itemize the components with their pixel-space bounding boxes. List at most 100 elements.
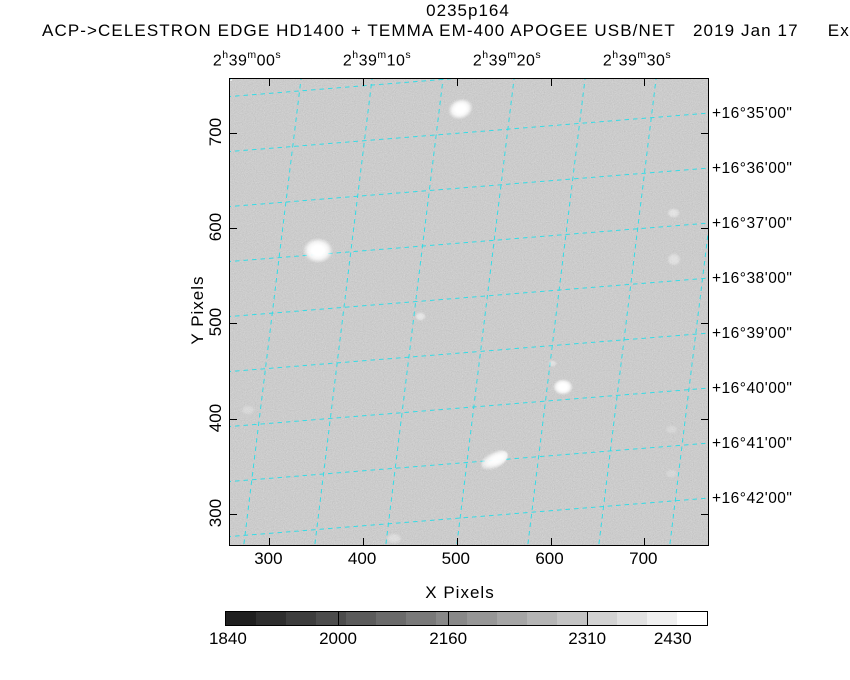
ra-unit: s [535, 49, 542, 61]
ra-value: 2 [472, 52, 483, 70]
ra-value: 2 [342, 52, 353, 70]
ra-value: 39 [618, 52, 638, 70]
colorbar-step [646, 612, 677, 625]
colorbar-tick [587, 611, 589, 626]
colorbar-step [346, 612, 377, 625]
ra-unit: s [275, 49, 282, 61]
colorbar-step [286, 612, 317, 625]
page-title: 0235p164 [426, 1, 510, 20]
dec-tick-label: +16°40'00" [712, 380, 793, 397]
y-axis-tick-left [230, 418, 237, 420]
ra-unit: h [482, 49, 489, 61]
star [667, 253, 682, 266]
colorbar-tick [448, 611, 450, 626]
x-axis-tick-top [644, 79, 646, 86]
ra-value: 30 [646, 52, 666, 70]
colorbar-step [256, 612, 287, 625]
y-axis-title: Y Pixels [188, 275, 207, 345]
ra-value: 00 [256, 52, 276, 70]
x-axis-title: X Pixels [425, 583, 495, 602]
ra-unit: m [377, 49, 387, 61]
ra-tick-label: 2h39m30s [602, 49, 672, 70]
x-axis-tick-bottom [363, 538, 365, 545]
y-axis-tick-right [701, 133, 708, 135]
x-tick-label: 600 [535, 549, 564, 568]
x-axis-tick-bottom [550, 538, 552, 545]
x-axis-tick-top [269, 79, 271, 86]
ra-value: 39 [488, 52, 508, 70]
x-axis-tick-bottom [644, 538, 646, 545]
x-axis-tick-bottom [456, 538, 458, 545]
ra-value: 20 [516, 52, 536, 70]
colorbar-label: 2000 [319, 629, 357, 648]
star [552, 379, 573, 396]
ra-unit: h [352, 49, 359, 61]
dec-tick-label: +16°36'00" [712, 160, 793, 177]
colorbar-label: 2310 [568, 629, 607, 648]
colorbar-label: 2160 [429, 629, 468, 648]
y-axis-tick-right [701, 513, 708, 515]
ra-unit: m [507, 49, 517, 61]
colorbar-step [556, 612, 587, 625]
x-axis-tick-top [363, 79, 365, 86]
x-axis-tick-bottom [269, 538, 271, 545]
y-axis-tick-left [230, 133, 237, 135]
y-tick-label: 600 [206, 213, 225, 242]
ra-value: 39 [228, 52, 248, 70]
colorbar [225, 611, 708, 626]
star [667, 207, 680, 219]
noise-layer [230, 79, 708, 545]
colorbar-tick [338, 611, 339, 626]
ra-value: 2 [602, 52, 613, 70]
colorbar-step [466, 612, 497, 625]
star [414, 312, 426, 322]
ra-unit: s [665, 49, 672, 61]
colorbar-label: 2430 [653, 629, 692, 648]
star [302, 237, 334, 263]
ra-value: 2 [212, 52, 223, 70]
ra-value: 10 [386, 52, 406, 70]
x-axis-tick-top [550, 79, 552, 86]
colorbar-step [406, 612, 437, 625]
dec-tick-label: +16°39'00" [712, 325, 793, 342]
star [385, 532, 403, 544]
colorbar-step [676, 612, 707, 625]
y-tick-label: 300 [206, 498, 225, 527]
dec-tick-label: +16°37'00" [712, 215, 793, 232]
dec-tick-label: +16°35'00" [712, 105, 793, 122]
dec-tick-label: +16°42'00" [712, 490, 793, 507]
dec-tick-label: +16°38'00" [712, 270, 793, 287]
ra-unit: h [222, 49, 229, 61]
x-tick-label: 400 [347, 549, 377, 568]
colorbar-step [586, 612, 617, 625]
y-tick-label: 500 [206, 308, 225, 337]
star [665, 425, 678, 435]
colorbar-step [526, 612, 557, 625]
y-axis-tick-right [701, 418, 708, 420]
ra-unit: m [637, 49, 647, 61]
y-tick-label: 400 [206, 403, 225, 432]
ra-tick-label: 2h39m00s [212, 49, 282, 70]
colorbar-step [496, 612, 527, 625]
colorbar-label: 1840 [208, 629, 247, 648]
star [547, 359, 557, 367]
ra-unit: h [612, 49, 619, 61]
x-axis-tick-top [456, 79, 458, 86]
x-tick-label: 300 [254, 549, 283, 568]
star [665, 469, 678, 479]
y-axis-tick-left [230, 513, 237, 515]
x-tick-label: 500 [441, 549, 470, 568]
ra-tick-label: 2h39m20s [472, 49, 542, 70]
bright-pixel [230, 79, 232, 81]
ra-unit: m [247, 49, 257, 61]
image-plot-area [229, 78, 709, 546]
y-axis-tick-left [230, 228, 237, 230]
y-axis-tick-right [701, 323, 708, 325]
colorbar-step [226, 612, 257, 625]
colorbar-step [616, 612, 647, 625]
star [240, 404, 255, 416]
instrument-line: ACP->CELESTRON EDGE HD1400 + TEMMA EM-40… [42, 21, 850, 40]
dec-tick-label: +16°41'00" [712, 435, 793, 452]
ra-value: 39 [358, 52, 378, 70]
